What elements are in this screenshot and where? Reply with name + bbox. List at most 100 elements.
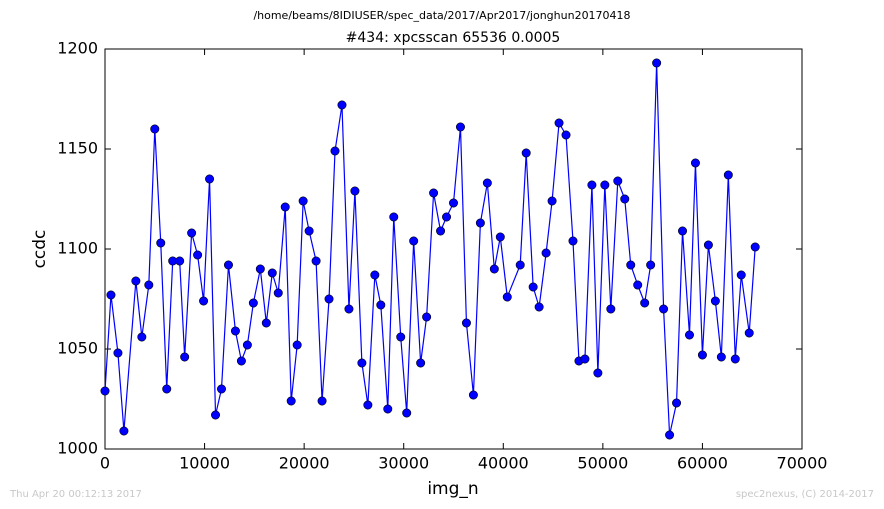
- data-point: [561, 130, 571, 140]
- plot-frame: [104, 48, 803, 450]
- data-point: [216, 384, 226, 394]
- data-point: [317, 396, 327, 406]
- data-point: [613, 176, 623, 186]
- data-point: [455, 122, 465, 132]
- data-point: [199, 296, 209, 306]
- data-point: [672, 398, 682, 408]
- data-point: [205, 174, 215, 184]
- data-point: [280, 202, 290, 212]
- data-point: [495, 232, 505, 242]
- chart-title: #434: xpcsscan 65536 0.0005: [346, 30, 561, 46]
- data-point: [344, 304, 354, 314]
- data-point: [475, 218, 485, 228]
- data-point: [156, 238, 166, 248]
- data-point: [606, 304, 616, 314]
- data-point: [223, 260, 233, 270]
- data-point: [376, 300, 386, 310]
- data-point: [230, 326, 240, 336]
- data-point: [255, 264, 265, 274]
- data-point: [106, 290, 116, 300]
- data-point: [534, 302, 544, 312]
- data-point: [383, 404, 393, 414]
- data-point: [429, 188, 439, 198]
- data-point: [697, 350, 707, 360]
- data-point: [193, 250, 203, 260]
- data-point: [489, 264, 499, 274]
- data-point: [468, 390, 478, 400]
- data-point: [100, 386, 110, 396]
- data-point: [528, 282, 538, 292]
- x-tick-label: 30000: [378, 454, 429, 473]
- data-point: [273, 288, 283, 298]
- data-point: [436, 226, 446, 236]
- data-point: [363, 400, 373, 410]
- chart-suptitle: /home/beams/8IDIUSER/spec_data/2017/Apr2…: [253, 9, 630, 22]
- x-tick-label: 20000: [279, 454, 330, 473]
- data-point: [716, 352, 726, 362]
- data-point: [448, 198, 458, 208]
- data-point: [442, 212, 452, 222]
- data-point: [298, 196, 308, 206]
- data-point: [554, 118, 564, 128]
- data-point: [736, 270, 746, 280]
- data-point: [330, 146, 340, 156]
- data-point: [620, 194, 630, 204]
- data-point: [236, 356, 246, 366]
- x-axis-label: img_n: [427, 479, 478, 499]
- x-tick-label: 40000: [478, 454, 529, 473]
- data-point: [119, 426, 129, 436]
- data-point: [710, 296, 720, 306]
- data-point: [580, 354, 590, 364]
- data-point: [396, 332, 406, 342]
- y-tick-label: 1000: [57, 439, 98, 458]
- data-point: [502, 292, 512, 302]
- data-point: [482, 178, 492, 188]
- data-point: [684, 330, 694, 340]
- data-point: [744, 328, 754, 338]
- data-point: [175, 256, 185, 266]
- x-tick-label: 0: [100, 454, 110, 473]
- y-tick-label: 1150: [57, 139, 98, 158]
- data-point: [311, 256, 321, 266]
- data-point: [750, 242, 760, 252]
- data-point: [113, 348, 123, 358]
- data-point: [337, 100, 347, 110]
- data-point: [416, 358, 426, 368]
- footer-right: spec2nexus, (C) 2014-2017: [736, 489, 874, 500]
- data-point: [144, 280, 154, 290]
- data-point: [261, 318, 271, 328]
- footer-left: Thu Apr 20 00:12:13 2017: [9, 489, 142, 500]
- data-point: [515, 260, 525, 270]
- data-point: [547, 196, 557, 206]
- data-point: [593, 368, 603, 378]
- data-point: [180, 352, 190, 362]
- y-tick-label: 1200: [57, 39, 98, 58]
- data-point: [211, 410, 221, 420]
- data-point: [242, 340, 252, 350]
- data-point: [665, 430, 675, 440]
- data-point: [292, 340, 302, 350]
- data-point: [409, 236, 419, 246]
- x-tick-label: 70000: [777, 454, 828, 473]
- data-point: [150, 124, 160, 134]
- data-point: [703, 240, 713, 250]
- data-point: [461, 318, 471, 328]
- data-point: [659, 304, 669, 314]
- data-point: [324, 294, 334, 304]
- data-point: [370, 270, 380, 280]
- data-point: [248, 298, 258, 308]
- data-point: [626, 260, 636, 270]
- data-point: [286, 396, 296, 406]
- data-point: [678, 226, 688, 236]
- data-point: [131, 276, 141, 286]
- data-line: [104, 62, 756, 436]
- data-point: [350, 186, 360, 196]
- y-tick-label: 1050: [57, 339, 98, 358]
- data-point: [690, 158, 700, 168]
- data-point: [723, 170, 733, 180]
- data-point: [730, 354, 740, 364]
- data-point: [640, 298, 650, 308]
- x-tick-label: 10000: [179, 454, 230, 473]
- data-point: [267, 268, 277, 278]
